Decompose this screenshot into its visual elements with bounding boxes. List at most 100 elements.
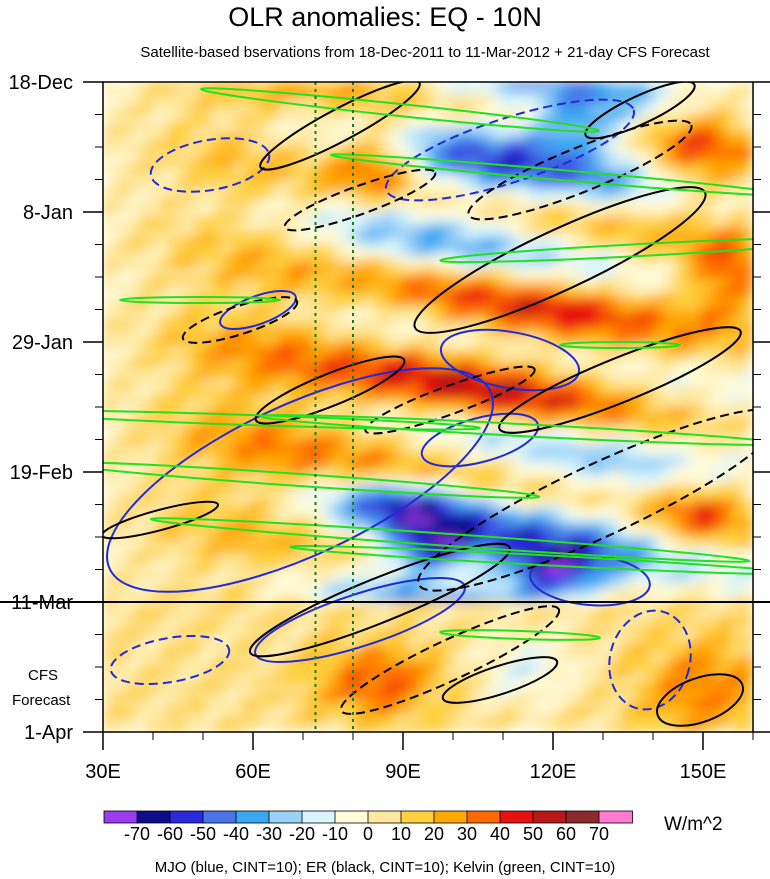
heat-cell (141, 205, 149, 213)
heat-cell (167, 354, 175, 362)
heat-cell (642, 270, 650, 278)
heat-cell (434, 185, 442, 193)
heat-cell (245, 302, 253, 310)
heat-cell (427, 387, 435, 395)
heat-cell (206, 380, 214, 388)
heat-cell (408, 335, 416, 343)
heat-cell (434, 179, 442, 187)
heat-cell (479, 185, 487, 193)
heat-cell (414, 94, 422, 102)
heat-cell (551, 335, 559, 343)
heat-cell (219, 127, 227, 135)
heat-cell (148, 361, 156, 369)
heat-cell (492, 341, 500, 349)
heat-cell (135, 224, 143, 232)
heat-cell (252, 387, 260, 395)
heat-cell (180, 374, 188, 382)
heat-cell (512, 159, 520, 167)
heat-cell (460, 120, 468, 128)
heat-cell (440, 172, 448, 180)
heat-cell (187, 94, 195, 102)
heat-cell (746, 289, 753, 297)
heat-cell (544, 211, 552, 219)
heat-cell (499, 341, 507, 349)
heat-cell (694, 322, 702, 330)
heat-cell (440, 341, 448, 349)
heat-cell (330, 153, 338, 161)
heat-cell (648, 159, 656, 167)
heat-cell (278, 250, 286, 258)
heat-cell (720, 328, 728, 336)
heat-cell (642, 257, 650, 265)
heat-cell (460, 166, 468, 174)
heat-cell (213, 114, 221, 122)
heat-cell (349, 159, 357, 167)
heat-cell (141, 387, 149, 395)
heat-cell (362, 127, 370, 135)
heat-cell (707, 263, 715, 271)
heat-cell (161, 244, 169, 252)
heat-cell (180, 218, 188, 226)
heat-cell (707, 270, 715, 278)
heat-cell (232, 133, 240, 141)
heat-cell (103, 205, 110, 213)
heat-cell (427, 348, 435, 356)
heat-cell (538, 380, 546, 388)
heat-cell (687, 192, 695, 200)
heat-cell (590, 133, 598, 141)
heat-cell (577, 348, 585, 356)
heat-cell (291, 400, 299, 408)
heat-cell (486, 198, 494, 206)
heat-cell (733, 361, 741, 369)
heat-cell (245, 361, 253, 369)
heat-cell (538, 250, 546, 258)
heat-cell (356, 380, 364, 388)
heat-cell (343, 348, 351, 356)
heat-cell (219, 263, 227, 271)
heat-cell (648, 107, 656, 115)
heat-cell (388, 140, 396, 148)
heat-cell (713, 172, 721, 180)
heat-cell (408, 380, 416, 388)
heat-cell (103, 153, 110, 161)
heat-cell (460, 231, 468, 239)
heat-cell (434, 315, 442, 323)
heat-cell (122, 172, 130, 180)
heat-cell (746, 374, 753, 382)
heat-cell (447, 296, 455, 304)
heat-cell (739, 237, 747, 245)
heat-cell (739, 94, 747, 102)
heat-cell (187, 289, 195, 297)
heat-cell (590, 400, 598, 408)
heat-cell (447, 231, 455, 239)
heat-cell (395, 250, 403, 258)
heat-cell (427, 192, 435, 200)
heat-cell (596, 231, 604, 239)
heat-cell (213, 367, 221, 375)
heat-cell (135, 270, 143, 278)
heat-cell (265, 309, 273, 317)
heat-cell (707, 166, 715, 174)
heat-cell (466, 361, 474, 369)
heat-cell (486, 237, 494, 245)
heat-cell (109, 133, 117, 141)
heat-cell (739, 192, 747, 200)
heat-cell (674, 354, 682, 362)
heat-cell (590, 120, 598, 128)
heat-cell (668, 140, 676, 148)
heat-cell (109, 146, 117, 154)
heat-cell (375, 127, 383, 135)
heat-cell (583, 328, 591, 336)
heat-cell (746, 205, 753, 213)
heat-cell (239, 211, 247, 219)
heat-cell (733, 367, 741, 375)
heat-cell (232, 400, 240, 408)
heat-cell (427, 82, 435, 89)
heat-cell (336, 120, 344, 128)
heat-cell (421, 107, 429, 115)
heat-cell (583, 309, 591, 317)
heat-cell (486, 341, 494, 349)
heat-cell (583, 367, 591, 375)
heat-cell (252, 302, 260, 310)
heat-cell (557, 211, 565, 219)
